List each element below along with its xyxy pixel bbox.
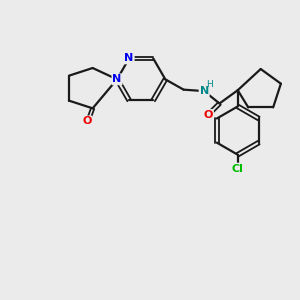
Text: N: N [200,86,209,96]
Text: H: H [206,80,213,89]
Text: Cl: Cl [232,164,244,173]
Text: N: N [124,53,134,63]
Text: N: N [112,74,122,84]
Text: O: O [82,116,92,126]
Text: O: O [204,110,213,120]
